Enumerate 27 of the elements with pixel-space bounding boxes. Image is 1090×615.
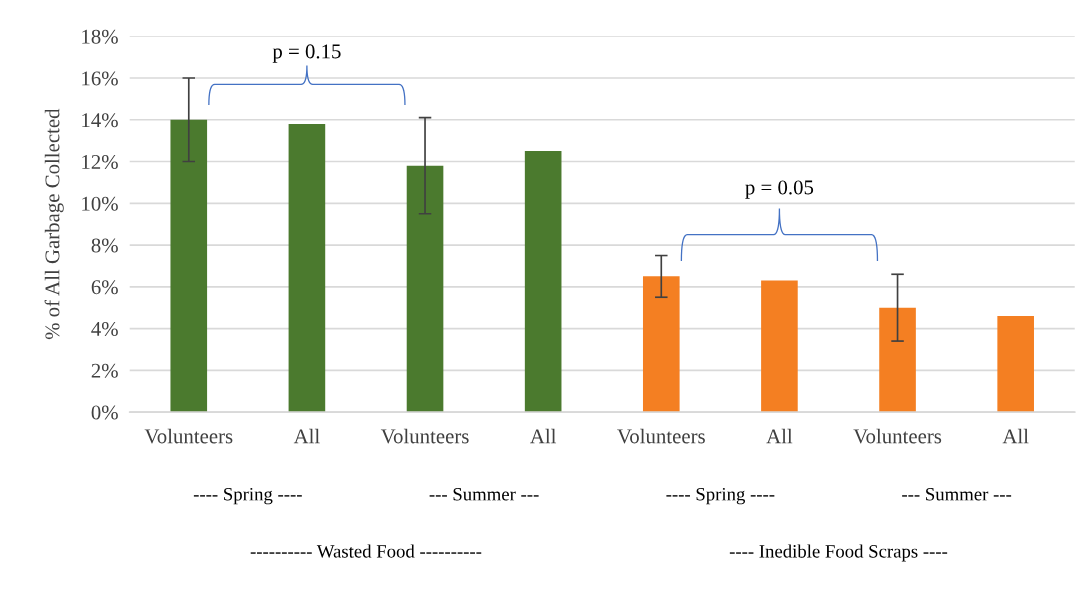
x-tick-label: Volunteers (144, 428, 233, 444)
y-axis-title: % of All Garbage Collected (44, 108, 64, 340)
text: ---- Spring ---- (193, 487, 302, 505)
x-tick-label: All (766, 428, 793, 444)
text: ---- Spring ---- (666, 487, 775, 505)
annotation: p = 0.15 (272, 44, 341, 63)
text: --- Summer --- (429, 487, 539, 501)
y-tick-label: 16% (82, 71, 118, 86)
x-tick-label: Volunteers (617, 428, 705, 444)
x-tick-label: All (530, 428, 557, 444)
x-tick-label: All (293, 428, 320, 444)
y-tick-label: 8% (91, 238, 118, 253)
y-tick-label: 0% (91, 405, 118, 420)
y-tick-label: 14% (82, 113, 118, 128)
text: ---------- Wasted Food ---------- (250, 544, 482, 558)
annotation: p = 0.05 (745, 180, 814, 199)
y-tick-label: 4% (91, 321, 118, 337)
y-tick-label: 10% (82, 196, 118, 211)
text: ---- Inedible Food Scraps ---- (729, 544, 948, 562)
x-tick-label: Volunteers (853, 428, 942, 444)
x-tick-label: Volunteers (380, 428, 469, 444)
text: --- Summer --- (902, 487, 1012, 501)
y-tick-label: 2% (91, 363, 118, 378)
y-tick-label: 12% (82, 154, 118, 170)
y-tick-label: 18% (82, 29, 118, 44)
x-tick-label: All (1002, 428, 1029, 444)
y-tick-label: 6% (91, 280, 118, 295)
